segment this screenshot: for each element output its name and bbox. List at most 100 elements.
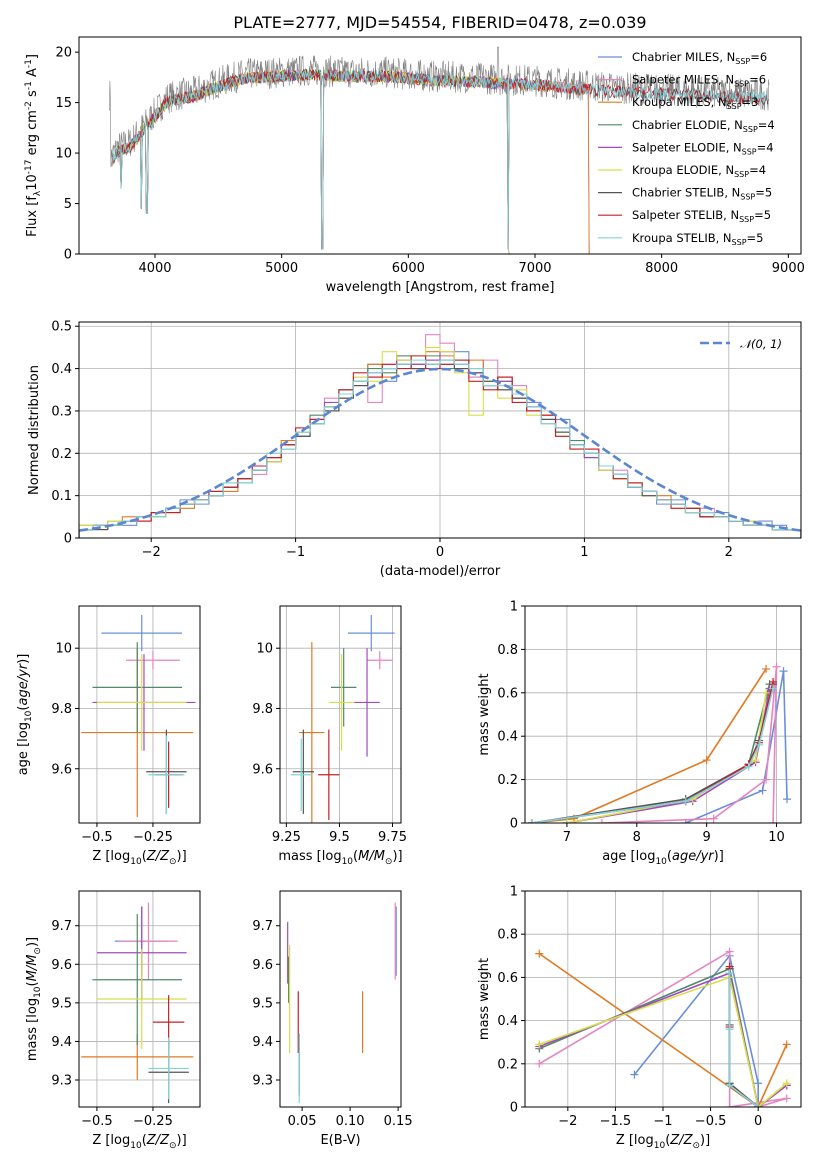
mass-vs-ebv-xtick-label: 0.10 (336, 1114, 365, 1129)
mass-vs-Z-plot-area (81, 902, 194, 1104)
mass-vs-Z-ylabel-span: mass [log (25, 998, 40, 1061)
weight-vs-age-marker-kroupa_stelib (769, 684, 778, 693)
mass-vs-ebv-frame (279, 890, 402, 1108)
weight-vs-age-ytick-label: 1 (510, 600, 518, 615)
weight-vs-age-xlabel-span: age [log (602, 849, 655, 864)
weight-vs-age-xlabel: age [log10​(age/yr)] (602, 849, 724, 867)
spectrum-xtick-label: 4000 (138, 261, 171, 276)
spectrum-xtick-label: 5000 (265, 261, 298, 276)
spectrum-legend-text: Chabrier MILES, N (632, 50, 735, 64)
weight-vs-age-ylabel-span: mass weight (477, 673, 492, 755)
spectrum-model-kroupa_stelib (111, 68, 769, 250)
spectrum-xtick-label: 9000 (772, 261, 805, 276)
weight-vs-age-ytick-label: 0.2 (497, 773, 518, 788)
spectrum-legend-label: Salpeter ELODIE, NSSP=4 (632, 140, 774, 156)
weight-vs-age-frame (524, 605, 802, 824)
mass-vs-Z-ytick-label: 9.7 (51, 919, 72, 934)
weight-vs-Z-ytick-label: 1 (510, 885, 518, 900)
weight-vs-Z-xlabel-span: Z [log (616, 1133, 654, 1148)
weight-vs-Z-marker-chabrier_miles (630, 1070, 639, 1079)
residuals-frame (78, 321, 802, 539)
spectrum-legend-label: Kroupa MILES, NSSP=3 (632, 95, 758, 111)
weight-vs-age-marker-salpeter_miles (597, 819, 606, 823)
mass-vs-Z-ylabel-span: M/M (25, 955, 40, 982)
weight-vs-Z-marker-kroupa_miles (535, 949, 544, 958)
spectrum-ylabel-span: ] (25, 54, 40, 59)
age-vs-mass-xlabel-span: mass [log (278, 849, 341, 864)
spectrum-legend-label: Chabrier STELIB, NSSP=5 (632, 186, 772, 202)
spectrum-legend-label: Chabrier MILES, NSSP=6 (632, 50, 767, 66)
weight-vs-Z-line-chabrier_miles (633, 954, 759, 1107)
spectrum-legend-text: Kroupa STELIB, N (632, 231, 732, 245)
spectrum-ytick-label: 0 (64, 248, 72, 263)
residuals-hist-kroupa_stelib (79, 359, 801, 538)
weight-vs-Z-marker-salpeter_miles (725, 1103, 734, 1107)
mass-vs-ebv-xlabel-span: E(B-V) (320, 1133, 360, 1148)
spectrum-ylabel-span: -2 (24, 101, 34, 110)
weight-vs-age-ytick-label: 0 (510, 817, 518, 832)
weight-vs-age-ytick-label: 0.4 (497, 730, 518, 745)
age-vs-mass-ytick-label: 9.6 (252, 762, 273, 777)
weight-vs-Z-xtick-label: −2 (558, 1114, 577, 1129)
weight-vs-age-marker-kroupa_stelib (527, 819, 536, 823)
weight-vs-age-marker-kroupa_miles (762, 664, 771, 673)
spectrum-title: PLATE=2777, MJD=54554, FIBERID=0478, z=0… (233, 13, 646, 32)
age-vs-Z-xtick-label: −0.25 (133, 830, 173, 845)
spectrum-legend-value: =5 (754, 208, 771, 222)
spectrum-legend-sub: SSP (740, 193, 755, 202)
weight-vs-age-marker-salpeter_miles (772, 662, 781, 671)
weight-vs-Z-ytick-label: 0.6 (497, 971, 518, 986)
spectrum-legend-value: =4 (749, 163, 766, 177)
weight-vs-Z-marker-kroupa_stelib (725, 969, 734, 978)
weight-vs-Z-xtick-label: −1.5 (600, 1114, 632, 1129)
spectrum-xlabel: wavelength [Angstrom, rest frame] (326, 280, 555, 295)
spectrum-ylabel-span: λ (33, 190, 43, 196)
residuals-xtick-label: 1 (580, 545, 588, 560)
residuals-legend: 𝒩(0, 1) (700, 337, 782, 351)
weight-vs-age-marker-chabrier_miles (783, 795, 792, 804)
weight-vs-Z-xlabel-span: ( (665, 1133, 670, 1148)
weight-vs-age-marker-salpeter_miles (769, 819, 778, 823)
spectrum-ytick-label: 15 (55, 96, 72, 111)
mass-vs-ebv-ytick-label: 9.6 (252, 958, 273, 973)
residuals-ytick-label: 0.2 (51, 447, 72, 462)
spectrum-legend-value: =5 (747, 231, 764, 245)
spectrum-legend-sub: SSP (742, 147, 757, 156)
residuals-normal-curve (79, 367, 801, 532)
weight-vs-Z-line-kroupa_elodie (539, 976, 788, 1107)
weight-vs-Z-ytick-label: 0 (510, 1101, 518, 1116)
spectrum-ytick-label: 5 (64, 197, 72, 212)
mass-vs-Z-ylabel-span: 10 (33, 986, 43, 998)
weight-vs-Z-plot-area (535, 947, 791, 1107)
weight-vs-Z-line-kroupa_stelib (728, 973, 759, 1107)
spectrum-legend-text: Chabrier ELODIE, N (632, 118, 743, 132)
mass-vs-Z-ytick-label: 9.6 (51, 958, 72, 973)
spectrum: 4000 5000 6000 7000 8000 9000 0 5 10 15 20 waveleng… (24, 36, 805, 295)
weight-vs-age-xlabel-span: ( (667, 849, 672, 864)
weight-vs-Z-marker-kroupa_stelib (725, 1081, 734, 1090)
weight-vs-Z-marker-kroupa_stelib (754, 1103, 763, 1107)
weight-vs-Z-ytick-label: 0.8 (497, 928, 518, 943)
mass-vs-Z-xlabel: Z [log10​(Z/Z⊙​)] (92, 1133, 186, 1151)
age-vs-mass-xtick-label: 9.75 (378, 830, 407, 845)
mass-vs-Z-xlabel-span: Z/Z (146, 1133, 170, 1148)
residuals-xtick-label: −2 (142, 545, 161, 560)
weight-vs-Z-ytick-label: 0.2 (497, 1057, 518, 1072)
residuals-xlabel-span: (data-model)/error (380, 564, 501, 579)
age-vs-mass-xlabel: mass [log10​(M/M⊙​)] (278, 849, 402, 867)
mass-vs-ebv-xlabel: E(B-V) (320, 1133, 360, 1148)
mass-vs-Z-ylabel-span: ⊙ (33, 947, 43, 955)
mass-vs-Z-xlabel-span: ( (142, 1133, 147, 1148)
mass-vs-ebv-ytick-label: 9.7 (252, 919, 273, 934)
spectrum-legend-value: =4 (757, 140, 774, 154)
mass-vs-ebv-xtick-label: 0.15 (384, 1114, 413, 1129)
weight-vs-age-ytick-label: 0.6 (497, 686, 518, 701)
weight-vs-Z-xtick-label: 0 (754, 1114, 762, 1129)
mass-vs-Z-xtick-label: −0.5 (81, 1114, 113, 1129)
spectrum-ylabel-span: -17 (24, 160, 34, 175)
spectrum-data-line (109, 46, 770, 168)
residuals-ytick-label: 0.5 (51, 320, 72, 335)
residuals-ylabel: Normed distribution (27, 365, 42, 495)
